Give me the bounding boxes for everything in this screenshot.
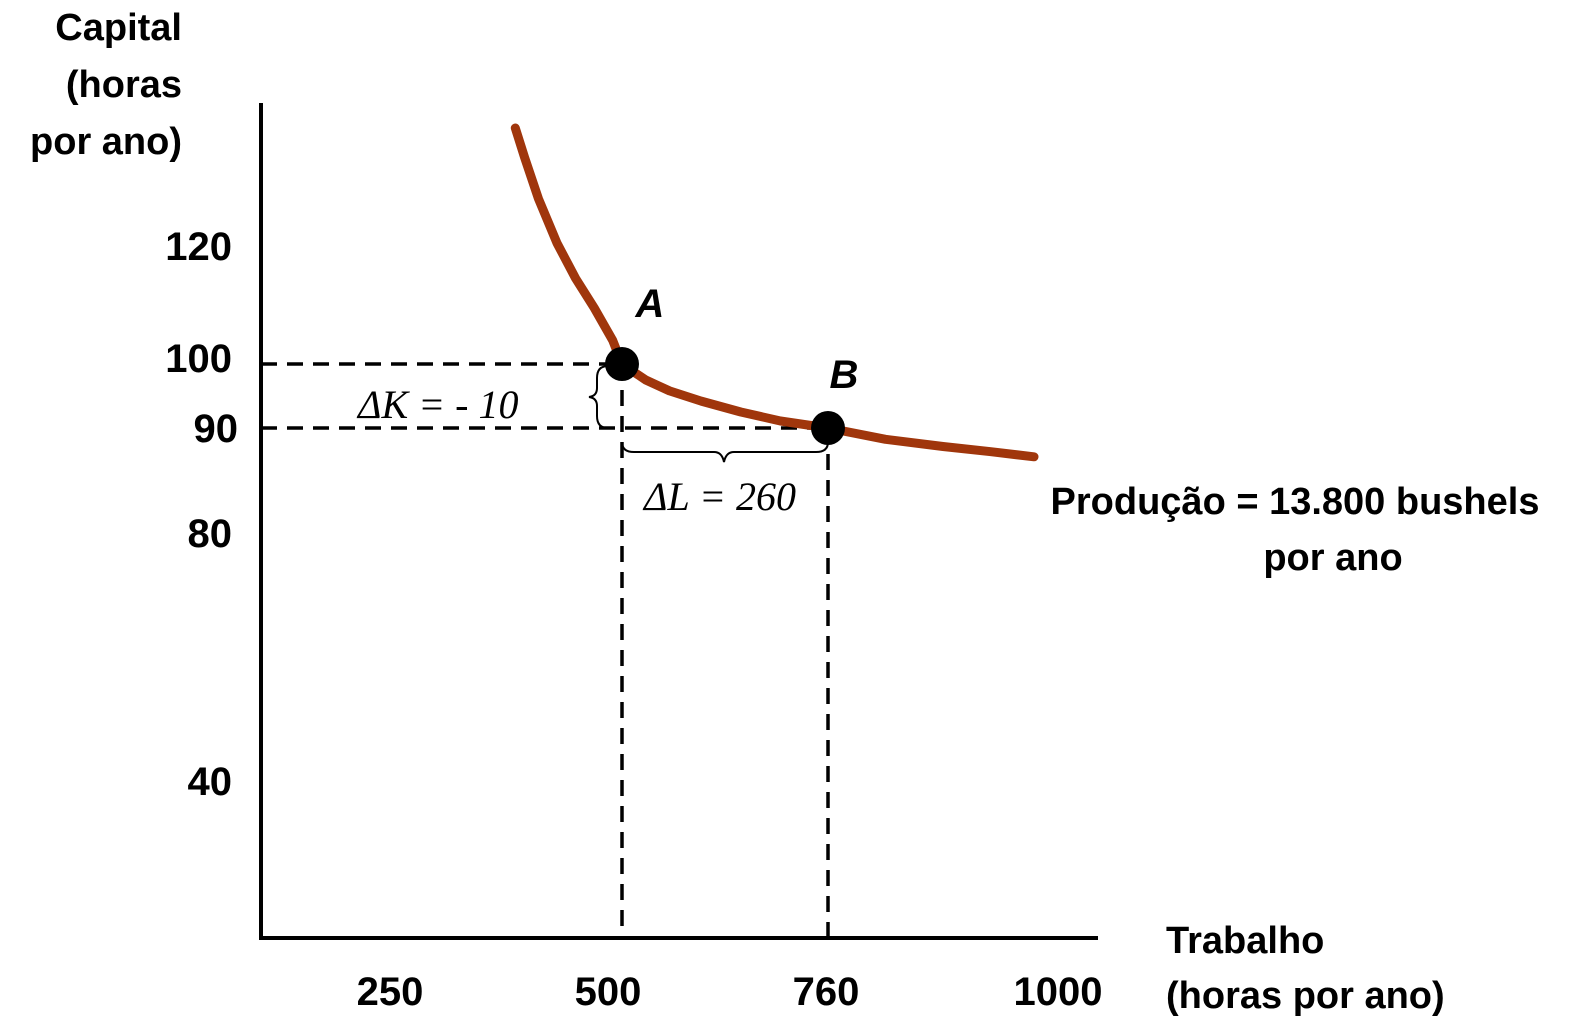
isoquant-curve	[510, 123, 1039, 462]
x-axis-title-line-2: (horas por ano)	[1166, 975, 1445, 1017]
delta-l-label: ΔL = 260	[642, 474, 796, 519]
y-tick-label-120: 120	[165, 225, 232, 269]
y-tick-label-100: 100	[165, 337, 232, 381]
point-b-label: B	[830, 353, 859, 397]
x-tick-label-250: 250	[357, 970, 424, 1014]
x-tick-label-1000: 1000	[1014, 970, 1103, 1014]
delta-k-brace	[588, 365, 609, 429]
y-axis-title-line-2: (horas	[66, 64, 182, 106]
delta-k-label: ΔK = - 10	[356, 382, 518, 427]
point-b-marker	[811, 411, 845, 445]
point-a-label: A	[635, 282, 665, 326]
guide-lines	[261, 362, 830, 938]
delta-l-brace	[621, 441, 829, 463]
curve-label-line-1: Produção = 13.800 bushels	[1051, 481, 1540, 523]
y-axis-title-line-1: Capital	[55, 7, 182, 49]
curve-label-line-2: por ano	[1263, 537, 1402, 579]
x-axis-title-line-1: Trabalho	[1166, 920, 1324, 962]
y-axis-title-line-3: por ano)	[30, 121, 182, 163]
y-tick-label-40: 40	[188, 760, 233, 804]
x-tick-label-760: 760	[793, 970, 860, 1014]
y-tick-label-80: 80	[188, 512, 233, 556]
y-tick-label-90: 90	[194, 407, 239, 451]
point-a-marker	[605, 347, 639, 381]
x-tick-label-500: 500	[575, 970, 642, 1014]
